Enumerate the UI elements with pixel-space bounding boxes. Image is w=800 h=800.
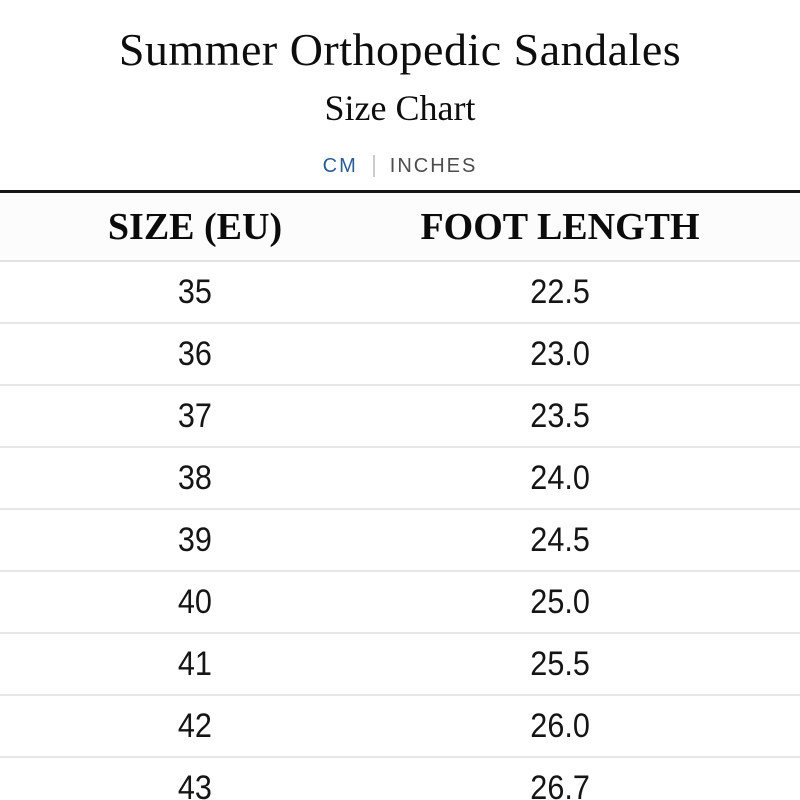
page-title: Summer Orthopedic Sandales (118, 24, 682, 75)
foot-length-cell: 25.5 (530, 644, 590, 683)
foot-length-cell: 24.5 (530, 520, 590, 559)
table-row: 36 23.0 (0, 324, 800, 386)
foot-length-cell: 23.5 (530, 396, 590, 435)
table-body: 35 22.5 36 23.0 37 23.5 38 24.0 39 24.5 … (0, 262, 800, 800)
foot-length-cell: 22.5 (530, 272, 590, 311)
size-cell: 42 (177, 706, 213, 745)
size-cell: 37 (177, 396, 213, 435)
table-row: 43 26.7 (0, 758, 800, 800)
table-row: 38 24.0 (0, 448, 800, 510)
toggle-divider (372, 155, 375, 177)
foot-length-cell: 25.0 (530, 582, 590, 621)
column-header-size-eu: SIZE (EU) (107, 205, 283, 248)
unit-option-cm[interactable]: CM (322, 155, 358, 177)
page-subtitle: Size Chart (324, 88, 476, 128)
foot-length-cell: 24.0 (530, 458, 590, 497)
size-cell: 39 (177, 520, 213, 559)
foot-length-cell: 26.0 (530, 706, 590, 745)
size-table: SIZE (EU) FOOT LENGTH 35 22.5 36 23.0 37… (0, 190, 800, 800)
size-cell: 35 (177, 272, 213, 311)
unit-toggle: CM INCHES (0, 154, 800, 178)
table-row: 42 26.0 (0, 696, 800, 758)
table-row: 39 24.5 (0, 510, 800, 572)
size-cell: 43 (177, 768, 213, 800)
table-row: 35 22.5 (0, 262, 800, 324)
size-cell: 40 (177, 582, 213, 621)
table-row: 40 25.0 (0, 572, 800, 634)
column-header-foot-length: FOOT LENGTH (420, 205, 700, 248)
unit-option-inches[interactable]: INCHES (389, 155, 478, 177)
table-header-row: SIZE (EU) FOOT LENGTH (0, 190, 800, 262)
size-cell: 41 (177, 644, 213, 683)
table-row: 41 25.5 (0, 634, 800, 696)
foot-length-cell: 26.7 (530, 768, 590, 800)
table-row: 37 23.5 (0, 386, 800, 448)
foot-length-cell: 23.0 (530, 334, 590, 373)
size-cell: 38 (177, 458, 213, 497)
size-cell: 36 (177, 334, 213, 373)
